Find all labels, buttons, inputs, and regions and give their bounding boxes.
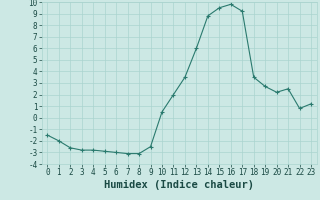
X-axis label: Humidex (Indice chaleur): Humidex (Indice chaleur) (104, 180, 254, 190)
